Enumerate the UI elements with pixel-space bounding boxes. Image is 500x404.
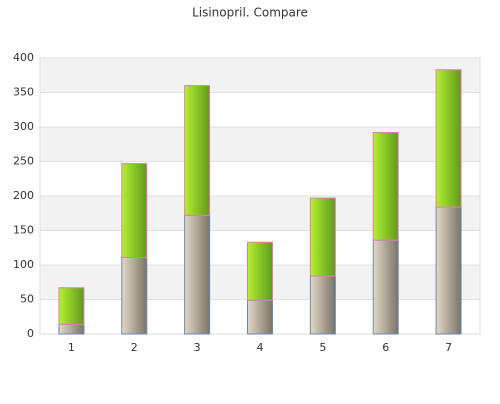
y-tick-label: 200	[13, 189, 34, 202]
y-tick-label: 350	[13, 86, 34, 99]
bar-segment	[372, 132, 399, 241]
x-tick-label: 5	[319, 341, 326, 354]
bar-segment	[121, 256, 148, 335]
x-tick-label: 6	[382, 341, 389, 354]
bar-segment	[58, 287, 85, 325]
x-tick-label: 2	[131, 341, 138, 354]
y-tick-label: 400	[13, 51, 34, 64]
bar-segment	[435, 69, 462, 208]
x-tick-label: 1	[68, 341, 75, 354]
bar-segment	[184, 85, 211, 216]
bar-segment	[247, 241, 273, 301]
bar-segment	[309, 275, 336, 335]
y-tick-label: 0	[27, 327, 34, 340]
y-tick-label: 250	[13, 155, 34, 168]
bar-segment	[372, 239, 399, 335]
y-tick-label: 300	[13, 120, 34, 133]
grid-band	[40, 127, 480, 162]
x-tick-label: 4	[257, 341, 264, 354]
y-tick-label: 150	[13, 224, 34, 237]
x-tick-label: 3	[194, 341, 201, 354]
bar-segment	[435, 206, 462, 335]
grid-band	[40, 58, 480, 93]
y-tick-label: 50	[20, 293, 34, 306]
bar-segment	[184, 214, 211, 335]
x-tick-label: 7	[445, 341, 452, 354]
y-tick-label: 100	[13, 258, 34, 271]
chart-title: Lisinopril. Compare	[192, 6, 308, 20]
bar-segment	[309, 197, 336, 277]
bar-segment	[121, 163, 148, 258]
bar-segment	[247, 299, 273, 335]
bar-segment	[58, 323, 85, 335]
grid-band	[40, 196, 480, 231]
